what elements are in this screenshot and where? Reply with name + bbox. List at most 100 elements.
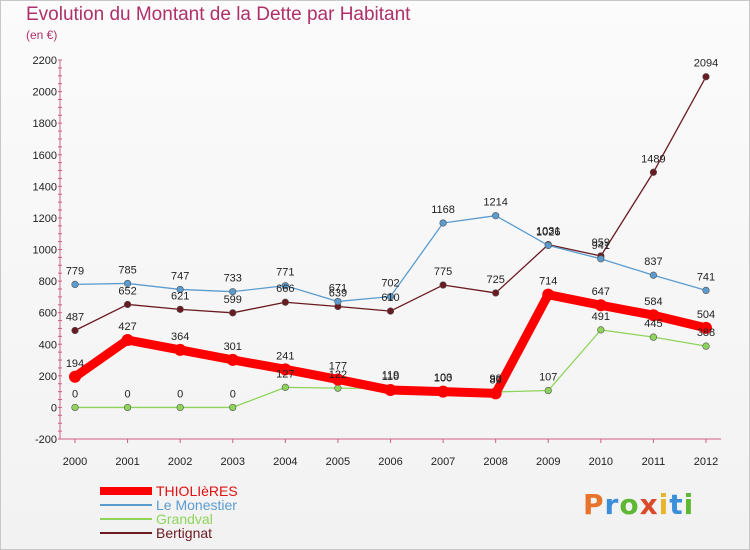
legend-item-bertignat: Bertignat	[100, 526, 238, 540]
data-point-grandval	[649, 333, 658, 341]
data-label-grandval: 107	[539, 372, 557, 384]
series-layer	[69, 73, 712, 412]
x-tick-label: 2005	[326, 456, 350, 468]
data-label-bertignat: 1489	[641, 153, 665, 165]
data-label-bertignat: 775	[434, 266, 452, 278]
data-label-le-monestier: 1026	[536, 226, 560, 238]
x-tick-label: 2008	[483, 456, 507, 468]
data-label-grandval: 103	[434, 372, 452, 384]
data-label-thioli-res: 364	[171, 331, 189, 343]
y-tick-label: 1200	[33, 213, 57, 225]
series-le-monestier	[71, 212, 710, 306]
data-point-le-monestier	[597, 255, 605, 263]
data-label-bertignat: 599	[224, 294, 242, 306]
data-label-grandval: 98	[490, 373, 502, 385]
data-point-bertignat	[123, 300, 132, 309]
data-label-grandval: 0	[72, 388, 78, 400]
data-point-thioli-res	[489, 387, 502, 400]
y-tick-label: 1800	[33, 118, 57, 130]
data-label-le-monestier: 702	[381, 278, 399, 290]
data-label-thioli-res: 110	[382, 371, 400, 383]
data-point-le-monestier	[229, 288, 237, 296]
data-label-le-monestier: 785	[118, 264, 136, 276]
y-tick-label: 0	[51, 402, 57, 414]
y-tick-label: -200	[35, 434, 57, 446]
data-label-grandval: 0	[177, 388, 183, 400]
data-label-le-monestier: 1214	[483, 197, 507, 209]
y-tick-label: 600	[39, 308, 57, 320]
data-label-bertignat: 2094	[694, 58, 718, 70]
legend-swatch	[100, 487, 152, 495]
data-point-grandval	[702, 342, 710, 350]
legend-item-thioli-res: THIOLIèRES	[100, 484, 238, 498]
series-thioli-res	[69, 288, 712, 400]
data-point-bertignat	[702, 73, 710, 81]
legend-swatch	[100, 518, 152, 520]
data-label-le-monestier: 771	[276, 267, 294, 279]
data-point-thioli-res	[437, 385, 450, 398]
data-label-thioli-res: 427	[118, 321, 136, 333]
data-point-le-monestier	[386, 292, 395, 301]
data-label-thioli-res: 301	[224, 341, 242, 353]
legend-swatch	[100, 504, 152, 506]
data-label-bertignat: 610	[381, 292, 399, 304]
data-label-thioli-res: 714	[539, 276, 557, 288]
x-tick-label: 2012	[694, 456, 718, 468]
data-point-grandval	[123, 403, 132, 412]
data-point-thioli-res	[331, 373, 344, 386]
y-tick-label: 1000	[33, 245, 57, 257]
y-tick-label: 400	[39, 339, 57, 351]
data-label-bertignat: 1031	[536, 226, 560, 238]
data-label-grandval: 122	[329, 369, 347, 381]
data-label-grandval: 119	[382, 370, 400, 382]
logo-letter: i	[683, 488, 695, 521]
data-label-thioli-res: 647	[592, 286, 610, 298]
data-point-le-monestier	[281, 282, 289, 290]
data-label-thioli-res: 194	[66, 358, 84, 370]
logo-letter: r	[604, 488, 620, 521]
data-point-thioli-res	[542, 288, 555, 301]
data-label-bertignat: 666	[276, 283, 294, 295]
data-label-thioli-res: 177	[329, 360, 347, 372]
legend-label: THIOLIèRES	[156, 483, 238, 499]
x-tick-label: 2006	[378, 456, 402, 468]
logo-letter: x	[639, 488, 659, 521]
logo-letter: i	[658, 488, 670, 521]
data-label-le-monestier: 1168	[431, 204, 455, 216]
data-point-bertignat	[281, 298, 289, 306]
data-point-grandval	[176, 403, 184, 412]
data-label-grandval: 491	[592, 311, 610, 323]
legend-item-grandval: Grandval	[100, 512, 238, 526]
data-label-bertignat: 621	[171, 290, 189, 302]
y-tick-label: 2200	[33, 55, 57, 67]
data-point-bertignat	[649, 168, 658, 176]
data-point-thioli-res	[384, 384, 397, 397]
data-point-le-monestier	[176, 285, 184, 294]
legend-label: Le Monestier	[156, 497, 237, 513]
data-point-bertignat	[386, 307, 395, 315]
y-tick-label: 2000	[33, 87, 57, 99]
data-point-grandval	[281, 383, 289, 391]
data-label-bertignat: 652	[118, 285, 136, 297]
x-tick-label: 2010	[589, 456, 613, 468]
data-point-grandval	[597, 326, 605, 334]
data-point-bertignat	[71, 326, 79, 335]
y-tick-label: 1400	[33, 181, 57, 193]
data-point-thioli-res	[69, 370, 81, 383]
data-label-grandval: 445	[644, 318, 662, 330]
data-label-le-monestier: 779	[66, 265, 84, 277]
data-label-thioli-res: 89	[490, 374, 502, 386]
data-point-bertignat	[176, 305, 184, 313]
data-point-le-monestier	[702, 286, 710, 295]
chart-axes: -200020040060080010001200140016001800200…	[33, 55, 721, 468]
data-point-le-monestier	[71, 280, 79, 288]
data-point-le-monestier	[439, 219, 447, 227]
data-label-le-monestier: 733	[224, 273, 242, 285]
data-point-le-monestier	[649, 271, 658, 279]
y-tick-label: 800	[39, 276, 57, 288]
data-point-bertignat	[229, 309, 237, 317]
data-labels-layer: 487 652 621 599 666 639 610 775 725 1031 959 1489 20…	[66, 58, 718, 401]
data-point-le-monestier	[544, 241, 552, 249]
data-label-le-monestier: 671	[329, 282, 347, 294]
data-label-thioli-res: 100	[434, 373, 452, 385]
